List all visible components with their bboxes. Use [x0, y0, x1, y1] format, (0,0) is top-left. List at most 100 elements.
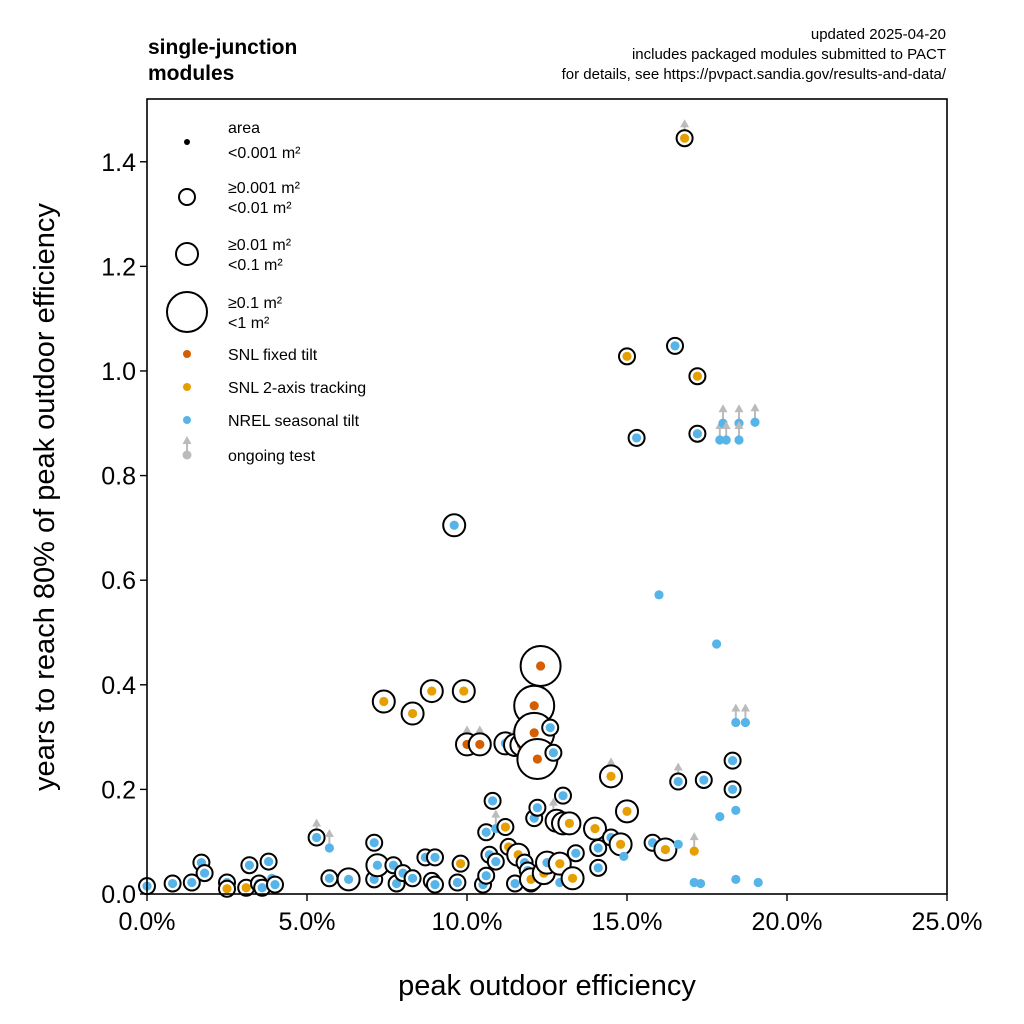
point-dot-nrel: [344, 874, 354, 884]
point-dot-nrel: [257, 883, 267, 893]
data-point: [477, 866, 496, 885]
point-dot-nrel: [388, 860, 398, 870]
legend: area <0.001 m² ≥0.001 m² <0.01 m² ≥0.01 m² <0…: [166, 120, 366, 465]
point-dot-nrel: [654, 590, 664, 600]
ongoing-arrow-head: [680, 119, 690, 128]
data-point: [740, 703, 751, 728]
data-point: [541, 718, 560, 737]
point-dot-snl_2axis: [606, 771, 616, 781]
point-dot-snl_2axis: [241, 883, 251, 893]
ongoing-arrow-head: [606, 757, 616, 766]
data-point: [320, 869, 339, 888]
point-dot-snl_2axis: [622, 351, 632, 361]
point-dot-nrel: [731, 874, 741, 884]
point-dot-nrel: [670, 341, 680, 351]
chart-title: single-junction modules: [148, 36, 297, 85]
data-point: [696, 878, 706, 889]
note-updated: updated 2025-04-20: [811, 26, 946, 43]
legend-size-label: <0.1 m²: [228, 257, 283, 274]
point-dot-nrel: [696, 878, 706, 889]
data-point: [608, 832, 633, 857]
y-tick-label: 0.8: [101, 463, 136, 491]
x-tick-label: 0.0%: [119, 908, 176, 936]
point-dot-snl_2axis: [660, 844, 671, 855]
point-dot-snl_2axis: [568, 873, 578, 883]
data-point: [336, 867, 361, 892]
data-point: [163, 874, 182, 893]
point-dot-nrel: [532, 803, 543, 813]
legend-series-label: NREL seasonal tilt: [228, 413, 360, 430]
data-point: [324, 828, 334, 853]
point-dot-snl_2axis: [500, 822, 510, 832]
data-point: [615, 799, 639, 824]
ongoing-arrow-head: [721, 421, 731, 430]
x-tick-label: 20.0%: [752, 908, 823, 936]
point-dot-nrel: [408, 873, 418, 883]
point-dot-snl_fixed: [529, 701, 539, 711]
data-point: [451, 679, 476, 704]
point-dot-nrel: [324, 873, 334, 883]
data-point: [653, 837, 678, 862]
point-dot-snl_2axis: [408, 708, 418, 719]
data-point: [426, 848, 444, 867]
data-point: [400, 701, 425, 726]
point-dot-nrel: [699, 775, 709, 785]
point-dot-nrel: [481, 827, 491, 837]
point-dot-nrel: [715, 811, 725, 822]
y-tick-label: 0.4: [101, 672, 136, 700]
ongoing-arrow-head: [734, 404, 744, 413]
point-dot-snl_2axis: [379, 696, 389, 707]
data-point: [554, 786, 572, 805]
point-dot-nrel: [264, 856, 274, 867]
point-dot-nrel: [430, 879, 440, 890]
data-points: [138, 119, 763, 898]
data-point: [731, 703, 741, 728]
data-point: [371, 689, 396, 714]
point-dot-nrel: [731, 805, 741, 815]
legend-size-label: <0.001 m²: [228, 145, 301, 162]
data-point: [240, 856, 259, 875]
data-point: [753, 877, 763, 888]
point-dot-snl_fixed: [529, 728, 539, 738]
ongoing-arrow-head: [734, 421, 744, 430]
y-tick-label: 0.2: [101, 776, 136, 804]
data-point: [666, 336, 684, 355]
y-axis: 0.0 0.2 0.4 0.6 0.8 1.0 1.2 1.4: [101, 149, 147, 909]
note-details: for details, see https://pvpact.sandia.g…: [562, 66, 947, 83]
ongoing-arrow-head: [475, 725, 485, 734]
ongoing-arrow-head: [491, 809, 501, 818]
data-point: [451, 854, 470, 873]
y-tick-label: 1.2: [101, 253, 136, 281]
data-point: [619, 851, 629, 861]
legend-area-title: area: [228, 120, 260, 137]
legend-size-marker: [184, 139, 190, 145]
data-point: [689, 832, 699, 856]
point-dot-nrel: [753, 877, 763, 888]
data-point: [195, 864, 214, 883]
data-point: [496, 818, 515, 837]
point-dot-nrel: [673, 839, 683, 849]
point-dot-snl_2axis: [616, 839, 626, 849]
data-point: [259, 852, 278, 871]
point-dot-nrel: [312, 832, 322, 843]
chart-title-line2: modules: [148, 62, 234, 85]
point-dot-nrel: [452, 877, 462, 888]
point-dot-nrel: [488, 796, 498, 806]
data-point: [266, 875, 284, 894]
point-dot-nrel: [571, 848, 581, 858]
point-dot-nrel: [481, 871, 491, 881]
point-dot-nrel: [369, 838, 379, 848]
point-dot-snl_fixed: [532, 754, 543, 764]
y-tick-label: 1.4: [101, 149, 136, 177]
chart-title-line1: single-junction: [148, 36, 297, 59]
point-dot-snl_fixed: [475, 739, 485, 750]
point-dot-snl_2axis: [590, 824, 600, 834]
point-dot-nrel: [168, 878, 178, 889]
data-point: [566, 844, 585, 863]
point-dot-snl_2axis: [459, 686, 469, 696]
point-dot-snl_2axis: [555, 859, 565, 869]
y-axis-label: years to reach 80% of peak outdoor effic…: [29, 203, 61, 791]
data-point: [403, 869, 422, 888]
